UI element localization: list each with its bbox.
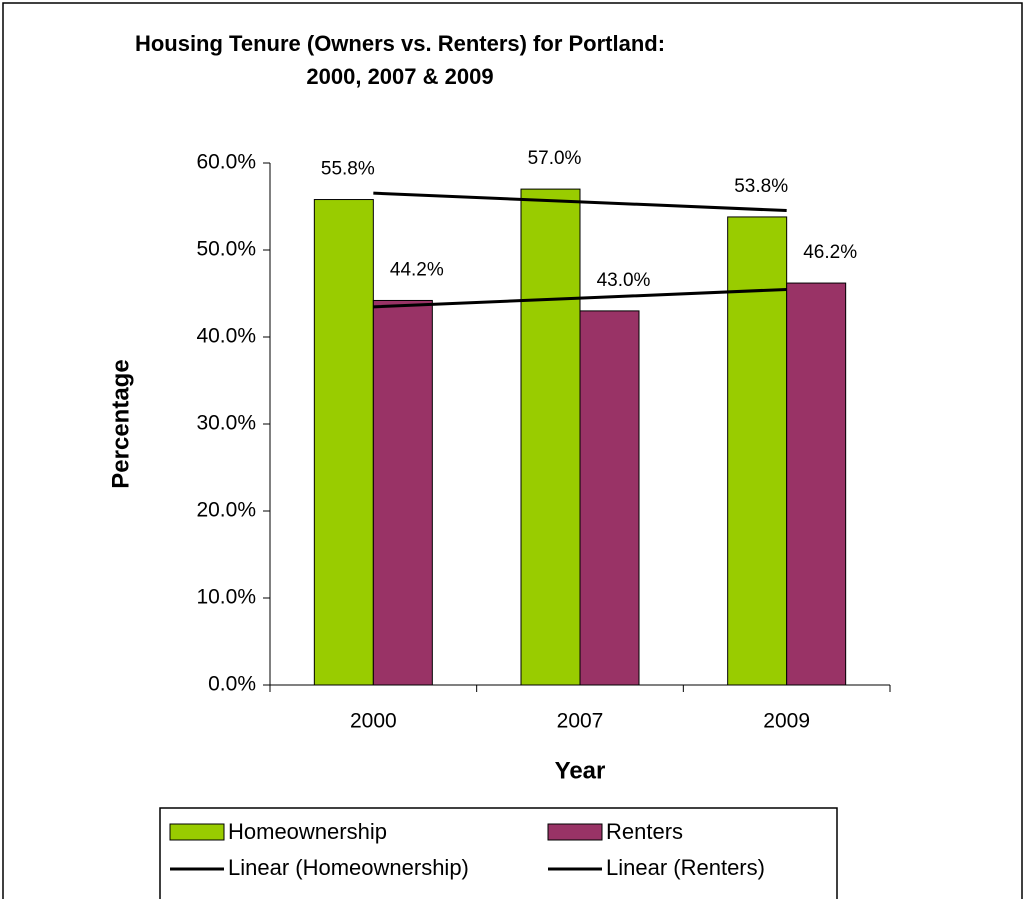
bar bbox=[579, 310, 640, 686]
trendline bbox=[373, 191, 787, 213]
x-tick-label: 2007 bbox=[557, 710, 604, 733]
legend-label: Linear (Renters) bbox=[606, 855, 765, 880]
y-tick-label: 40.0% bbox=[196, 325, 256, 348]
y-tick-label: 60.0% bbox=[196, 151, 256, 174]
trendline bbox=[373, 287, 787, 309]
legend-label: Linear (Homeownership) bbox=[228, 855, 469, 880]
y-tick-label: 10.0% bbox=[196, 586, 256, 609]
chart-title: 2000, 2007 & 2009 bbox=[306, 64, 493, 89]
data-label: 53.8% bbox=[734, 176, 788, 197]
x-axis-title: Year bbox=[555, 757, 606, 784]
data-label: 55.8% bbox=[321, 159, 375, 180]
bar bbox=[727, 216, 788, 686]
bar bbox=[520, 188, 581, 686]
legend-swatch bbox=[169, 823, 225, 841]
data-label: 46.2% bbox=[803, 242, 857, 263]
legend-label: Renters bbox=[606, 819, 683, 844]
x-tick-label: 2000 bbox=[350, 710, 397, 733]
chart-title: Housing Tenure (Owners vs. Renters) for … bbox=[135, 31, 665, 56]
legend-swatch bbox=[547, 823, 603, 841]
y-tick-label: 50.0% bbox=[196, 238, 256, 261]
x-tick-label: 2009 bbox=[763, 710, 810, 733]
data-label: 43.0% bbox=[597, 270, 651, 291]
data-label: 44.2% bbox=[390, 259, 444, 280]
y-tick-label: 30.0% bbox=[196, 412, 256, 435]
bar bbox=[786, 282, 847, 686]
y-tick-label: 0.0% bbox=[208, 673, 256, 696]
legend-label: Homeownership bbox=[228, 819, 387, 844]
data-label: 57.0% bbox=[528, 148, 582, 169]
y-tick-label: 20.0% bbox=[196, 499, 256, 522]
y-axis-title: Percentage bbox=[107, 359, 134, 488]
bar bbox=[313, 199, 374, 686]
legend-box bbox=[159, 807, 838, 899]
bar bbox=[372, 299, 433, 686]
